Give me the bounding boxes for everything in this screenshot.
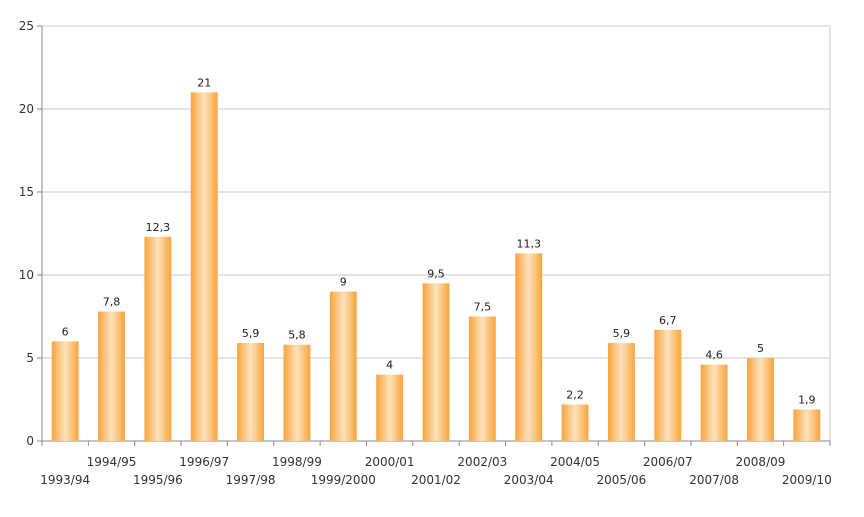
x-tick-label: 2006/07 [643,455,693,469]
bar [51,341,79,441]
bar [561,404,589,441]
x-tick-label: 2007/08 [689,473,739,487]
x-tick-label: 1997/98 [226,473,276,487]
data-label: 4 [386,359,393,372]
data-label: 5,9 [242,327,260,340]
y-tick-labels: 0 5 10 15 20 25 [19,19,34,448]
y-tick-label: 25 [19,19,34,33]
x-tick-label: 2003/04 [504,473,554,487]
data-label: 21 [197,76,211,89]
data-label: 6 [62,325,69,338]
x-tick-label: 2004/05 [550,455,600,469]
bar [468,316,496,441]
data-label: 5 [757,342,764,355]
bar [237,343,265,441]
bar [654,329,682,441]
bar [747,358,774,441]
bar [700,364,728,441]
x-tick-label: 1995/96 [133,473,183,487]
bar [144,236,172,441]
x-tick-label: 2005/06 [596,473,646,487]
bar [190,92,218,442]
data-label: 11,3 [516,237,541,250]
x-tick-label: 2001/02 [411,473,461,487]
y-tick-label: 0 [26,434,34,448]
data-label: 1,9 [798,393,816,406]
bar [793,409,821,441]
data-label: 7,8 [103,296,121,309]
x-tick-label: 1994/95 [87,455,137,469]
x-tick-label: 2000/01 [365,455,415,469]
data-label: 12,3 [146,221,171,234]
x-tick-label: 1996/97 [179,455,229,469]
bar [607,343,635,441]
y-tick-label: 20 [19,102,34,116]
x-tick-label: 2009/10 [782,473,832,487]
y-tick-label: 5 [26,351,34,365]
bar [329,291,357,441]
data-label: 2,2 [566,388,584,401]
data-label: 9 [340,276,347,289]
x-tick-label: 1999/2000 [311,473,376,487]
x-tick-label: 1993/94 [40,473,90,487]
bar [422,283,450,441]
bar [515,253,543,441]
data-label: 6,7 [659,314,677,327]
bars [51,92,821,442]
data-label: 5,9 [613,327,631,340]
y-tick-label: 10 [19,268,34,282]
data-label: 7,5 [474,301,492,314]
bar [283,344,311,441]
data-label: 9,5 [427,267,445,280]
bar [376,374,404,441]
y-tick-label: 15 [19,185,34,199]
x-tick-label: 2002/03 [457,455,507,469]
x-tick-label: 1998/99 [272,455,322,469]
x-tick-label: 2008/09 [736,455,786,469]
data-label: 4,6 [705,349,723,362]
data-label: 5,8 [288,329,306,342]
x-tick-labels: 1993/94 1994/95 1995/96 1996/97 1997/98 1998/… [40,455,832,487]
data-labels: 6 7,8 12,3 21 5,9 5,8 9 4 9,5 7,5 11,3 2,2 5,9 6,7 4,6… [62,76,816,406]
bar [98,311,125,441]
